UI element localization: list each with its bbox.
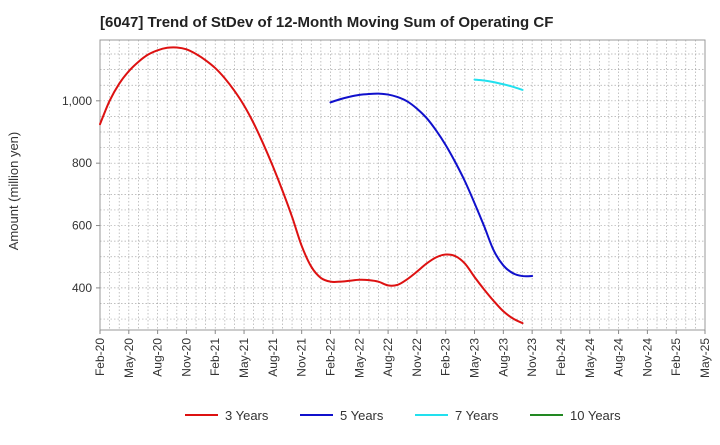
tick-layer: Feb-20 May-20 Aug-20 Nov-20 Feb-21 May-21 Aug-… — [62, 94, 712, 378]
x-tick-label: Feb-24 — [554, 338, 568, 376]
legend-label-5-years: 5 Years — [340, 408, 384, 423]
series-line-3-years — [99, 46, 524, 325]
legend-label-7-years: 7 Years — [455, 408, 499, 423]
x-tick-label: May-22 — [352, 338, 366, 378]
series-line-7-years — [473, 78, 524, 91]
x-tick-label: Feb-21 — [208, 338, 222, 376]
plot-frame — [99, 39, 706, 331]
x-tick-label: Aug-23 — [496, 338, 510, 377]
x-tick-label: Nov-20 — [179, 338, 193, 377]
x-tick-label: Nov-23 — [525, 338, 539, 377]
x-tick-label: Nov-22 — [410, 338, 424, 377]
legend-label-10-years: 10 Years — [570, 408, 621, 423]
y-axis-label: Amount (million yen) — [6, 132, 21, 251]
x-tick-label: May-23 — [468, 338, 482, 378]
x-tick-label: May-24 — [583, 338, 597, 378]
x-tick-label: May-25 — [698, 338, 712, 378]
x-tick-label: Aug-24 — [612, 338, 626, 377]
y-tick-label: 1,000 — [62, 94, 92, 108]
x-tick-label: Aug-21 — [266, 338, 280, 377]
x-tick-label: Feb-22 — [323, 338, 337, 376]
grid-layer — [100, 40, 705, 330]
x-tick-label: Aug-22 — [381, 338, 395, 377]
legend-label-3-years: 3 Years — [225, 408, 269, 423]
legend: 3 Years 5 Years 7 Years 10 Years — [185, 408, 621, 423]
x-tick-label: May-21 — [237, 338, 251, 378]
y-tick-label: 800 — [72, 156, 92, 170]
x-tick-label: May-20 — [122, 338, 136, 378]
chart-title: [6047] Trend of StDev of 12-Month Moving… — [100, 14, 554, 31]
x-tick-label: Nov-24 — [640, 338, 654, 377]
y-tick-label: 400 — [72, 281, 92, 295]
series-line-5-years — [329, 92, 534, 278]
series-layer — [99, 46, 534, 325]
x-tick-label: Feb-20 — [93, 338, 107, 376]
x-tick-label: Feb-25 — [669, 338, 683, 376]
x-tick-label: Feb-23 — [439, 338, 453, 376]
x-tick-label: Nov-21 — [295, 338, 309, 377]
x-tick-label: Aug-20 — [151, 338, 165, 377]
y-tick-label: 600 — [72, 219, 92, 233]
